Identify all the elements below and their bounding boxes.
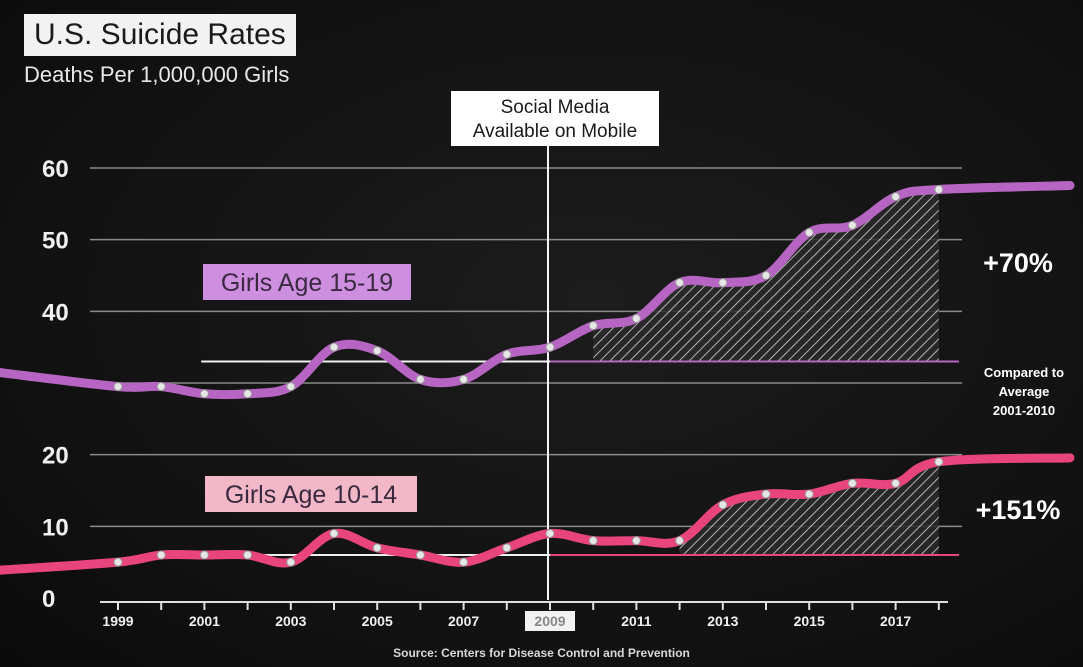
series-lines — [0, 181, 1075, 575]
data-point — [545, 342, 555, 352]
x-tick-highlight — [525, 611, 575, 631]
event-label-line: Available on Mobile — [473, 121, 637, 142]
series-line — [0, 453, 1075, 575]
event-label-line: Social Media — [501, 97, 610, 118]
data-point — [761, 489, 771, 499]
data-point — [804, 489, 814, 499]
data-point — [502, 543, 512, 553]
data-point — [588, 536, 598, 546]
data-point — [415, 374, 425, 384]
data-point — [459, 557, 469, 567]
chart-subtitle: Deaths Per 1,000,000 Girls — [24, 62, 290, 87]
axes: 0 10 20 40 50 60 1999 2001 2003 2005 2007 2009 2011 2… — [42, 156, 948, 631]
data-point — [502, 349, 512, 359]
data-point — [934, 457, 944, 467]
data-point — [286, 382, 296, 392]
data-point — [156, 550, 166, 560]
event-marker: Social Media Available on Mobile — [451, 91, 659, 600]
change-label: +151% — [976, 495, 1061, 525]
data-point — [631, 536, 641, 546]
average-lines — [201, 360, 959, 556]
data-point — [113, 557, 123, 567]
data-point — [675, 536, 685, 546]
increase-hatch-areas — [593, 189, 939, 555]
data-point — [329, 529, 339, 538]
data-point — [243, 389, 253, 399]
data-point — [286, 557, 296, 567]
source-note: Source: Centers for Disease Control and … — [393, 646, 690, 660]
event-label-box — [451, 91, 659, 146]
comparison-note: 2001-2010 — [993, 403, 1055, 418]
x-tick-label: 2003 — [275, 613, 306, 629]
y-tick-label: 60 — [42, 156, 69, 183]
x-tick-label: 2007 — [448, 613, 479, 629]
data-point — [891, 478, 901, 488]
data-point — [243, 550, 253, 560]
data-points — [113, 185, 944, 567]
x-tick-label: 2013 — [707, 613, 738, 629]
data-point — [847, 220, 857, 230]
data-point — [718, 500, 728, 510]
data-point — [545, 529, 555, 538]
comparison-note: Average — [999, 384, 1050, 399]
series-label-box — [205, 476, 417, 512]
data-point — [718, 278, 728, 288]
data-point — [804, 228, 814, 237]
data-point — [934, 185, 944, 194]
x-tick-label: 2015 — [794, 613, 825, 629]
data-point — [156, 382, 166, 392]
data-point — [891, 192, 901, 202]
data-point — [459, 374, 469, 384]
change-label: +70% — [983, 248, 1053, 278]
y-tick-label: 20 — [42, 443, 69, 470]
x-tick-label: 2005 — [362, 613, 393, 629]
x-tick-label: 1999 — [102, 613, 133, 629]
series-line — [0, 181, 1075, 400]
data-point — [372, 346, 382, 356]
data-point — [329, 342, 339, 352]
data-point — [847, 478, 857, 488]
x-tick-label: 2001 — [189, 613, 220, 629]
x-tick-label: 2017 — [880, 613, 911, 629]
series-label: Girls Age 15-19 — [221, 269, 393, 297]
data-point — [199, 389, 209, 399]
data-point — [588, 321, 598, 331]
x-tick-label: 2009 — [534, 613, 565, 629]
series-labels: Girls Age 15-19 +70% Girls Age 10-14 +151% C… — [203, 248, 1064, 525]
series-label-box — [203, 264, 411, 300]
data-point — [372, 543, 382, 553]
comparison-note: Compared to — [984, 365, 1064, 380]
data-point — [113, 382, 123, 392]
y-tick-label: 0 — [42, 586, 55, 613]
y-tick-label: 10 — [42, 514, 69, 541]
chart-title: U.S. Suicide Rates — [24, 14, 296, 56]
data-point — [415, 550, 425, 560]
y-tick-label: 40 — [42, 299, 69, 326]
y-tick-label: 50 — [42, 228, 69, 255]
data-point — [675, 278, 685, 288]
series-label: Girls Age 10-14 — [225, 481, 397, 509]
data-point — [199, 550, 209, 560]
data-point — [631, 314, 641, 323]
x-tick-label: 2011 — [621, 613, 652, 629]
data-point — [761, 271, 771, 280]
